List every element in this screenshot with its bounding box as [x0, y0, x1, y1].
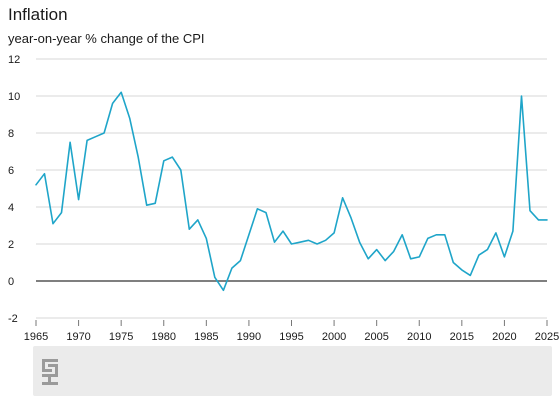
x-tick-label: 2015 — [450, 331, 474, 343]
logo-icon — [42, 359, 58, 385]
x-tick-label: 1970 — [66, 331, 90, 343]
x-tick-label: 2025 — [535, 331, 559, 343]
x-tick-label: 1975 — [109, 331, 133, 343]
x-tick-label: 2000 — [322, 331, 346, 343]
y-tick-label: 2 — [8, 239, 14, 251]
footer-logo-panel — [33, 346, 552, 396]
y-tick-label: 10 — [8, 91, 20, 103]
chart-title: Inflation — [8, 5, 68, 24]
inflation-line-chart: -2 0 2 4 6 8 10 12 1965 1970 1975 1980 1985 1990 1995 2… — [8, 54, 559, 343]
y-tick-label: -2 — [8, 313, 18, 325]
x-tick-label: 1965 — [24, 331, 48, 343]
x-tick-label: 1990 — [237, 331, 261, 343]
x-tick-label: 1980 — [152, 331, 176, 343]
y-tick-label: 12 — [8, 54, 20, 66]
x-tick-label: 1995 — [279, 331, 303, 343]
x-tick-label: 2020 — [492, 331, 516, 343]
y-tick-label: 0 — [8, 276, 14, 288]
x-tick-label: 1985 — [194, 331, 218, 343]
y-tick-label: 6 — [8, 165, 14, 177]
x-tick-label: 2005 — [364, 331, 388, 343]
y-tick-label: 4 — [8, 202, 14, 214]
y-tick-label: 8 — [8, 128, 14, 140]
chart-subtitle: year-on-year % change of the CPI — [8, 31, 205, 46]
x-tick-label: 2010 — [407, 331, 431, 343]
cpi-series-line — [35, 91, 548, 292]
